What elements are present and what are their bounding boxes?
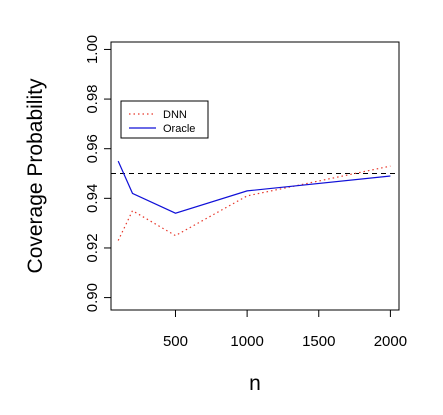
- y-axis-title: Coverage Probability: [24, 78, 47, 273]
- y-tick-label: 0.92: [84, 233, 101, 262]
- y-tick-label: 1.00: [84, 35, 101, 64]
- legend-label-oracle: Oracle: [163, 123, 195, 135]
- legend-label-dnn: DNN: [163, 109, 187, 121]
- plot-frame: [110, 41, 400, 311]
- y-axis: 0.90 0.92 0.94 0.96 0.98 1.00: [84, 35, 112, 312]
- y-tick-label: 0.98: [84, 84, 101, 113]
- series-layer: [117, 160, 391, 241]
- series-line-dnn: [117, 165, 391, 241]
- x-tick-label: 500: [163, 333, 188, 350]
- x-tick-label: 1500: [302, 333, 335, 350]
- legend: DNN Oracle: [120, 100, 209, 139]
- x-tick-label: 1000: [230, 333, 263, 350]
- series-line-oracle: [117, 160, 391, 214]
- x-axis: 500 1000 1500 2000: [163, 309, 407, 350]
- y-tick-label: 0.94: [84, 184, 101, 213]
- x-axis-title: n: [249, 372, 261, 395]
- x-tick-label: 2000: [374, 333, 407, 350]
- y-tick-label: 0.90: [84, 283, 101, 312]
- y-tick-label: 0.96: [84, 134, 101, 163]
- legend-box: [120, 100, 209, 139]
